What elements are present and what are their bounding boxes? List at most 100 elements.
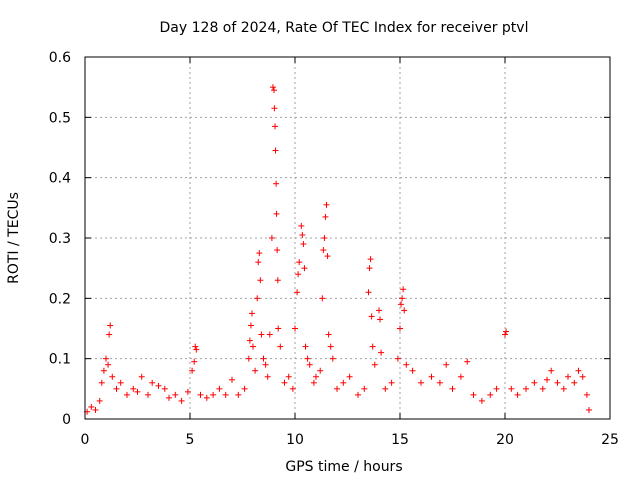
data-point — [149, 379, 156, 386]
data-point — [184, 388, 191, 395]
data-point — [138, 373, 145, 380]
data-point — [106, 331, 113, 338]
data-point — [96, 397, 103, 404]
data-point — [189, 367, 196, 374]
data-point — [436, 379, 443, 386]
data-point — [365, 289, 372, 296]
data-point — [107, 322, 114, 329]
data-point — [272, 123, 279, 130]
data-point — [399, 295, 406, 302]
data-point — [192, 343, 199, 350]
x-tick-label: 25 — [601, 432, 619, 448]
data-point — [325, 331, 332, 338]
data-point — [134, 388, 141, 395]
data-point — [88, 403, 95, 410]
data-point — [245, 355, 252, 362]
data-point — [327, 343, 334, 350]
data-point — [277, 343, 284, 350]
data-point — [266, 331, 273, 338]
y-axis-label: ROTI / TECUs — [6, 192, 22, 284]
x-tick-label: 10 — [286, 432, 304, 448]
data-point — [262, 361, 269, 368]
y-tick-label: 0.5 — [49, 110, 71, 126]
data-point — [124, 391, 130, 398]
data-point — [503, 328, 510, 335]
data-point — [324, 253, 331, 260]
data-point — [100, 367, 107, 374]
data-point — [523, 385, 529, 392]
data-point — [178, 397, 185, 404]
data-point — [130, 385, 137, 392]
data-point — [378, 349, 385, 356]
data-point — [457, 373, 464, 380]
data-point — [502, 331, 508, 338]
data-point — [368, 313, 375, 320]
data-point — [428, 373, 435, 380]
data-point — [548, 367, 555, 374]
y-tick-label: 0.1 — [49, 352, 71, 368]
data-point — [264, 373, 271, 380]
data-point — [310, 379, 317, 386]
data-point — [346, 373, 353, 380]
data-point — [248, 310, 255, 317]
data-point — [193, 346, 200, 353]
data-point — [394, 355, 401, 362]
data-point — [161, 385, 168, 392]
data-point — [418, 379, 424, 386]
data-point — [334, 385, 340, 392]
data-point — [216, 385, 223, 392]
data-point — [166, 394, 172, 401]
data-point — [388, 379, 395, 386]
x-tick-label: 20 — [496, 432, 514, 448]
data-point — [321, 235, 328, 241]
data-point — [397, 325, 403, 332]
data-point — [464, 358, 471, 365]
data-point — [105, 361, 112, 368]
data-point — [197, 391, 204, 398]
data-point — [292, 325, 298, 332]
data-point — [254, 295, 261, 302]
data-point — [298, 222, 305, 229]
data-point — [565, 373, 571, 380]
data-point — [155, 382, 162, 389]
data-point — [113, 385, 120, 392]
data-point — [285, 373, 292, 380]
data-point — [304, 355, 311, 362]
data-point — [449, 385, 456, 392]
data-point — [493, 385, 500, 392]
y-tick-label: 0.2 — [49, 291, 71, 307]
data-point — [250, 343, 256, 350]
x-axis-label: GPS time / hours — [285, 459, 402, 475]
data-point — [246, 337, 253, 344]
data-point — [117, 379, 124, 386]
data-point — [514, 391, 521, 398]
data-point — [172, 391, 179, 398]
data-point — [371, 361, 378, 368]
data-point — [256, 250, 263, 257]
data-point — [300, 241, 307, 248]
data-point — [508, 385, 515, 392]
data-point — [317, 367, 324, 374]
data-point — [271, 105, 278, 112]
data-point — [257, 277, 264, 284]
data-point — [367, 256, 374, 263]
data-point — [382, 385, 389, 392]
data-point — [322, 213, 329, 220]
x-tick-label: 15 — [391, 432, 409, 448]
data-point — [409, 367, 416, 374]
data-point — [301, 265, 308, 272]
axis-ticks — [84, 56, 611, 420]
data-point — [539, 385, 546, 392]
data-point — [369, 343, 376, 350]
data-point — [313, 373, 319, 380]
data-point — [583, 391, 590, 398]
data-point — [443, 361, 450, 368]
data-point — [103, 355, 109, 362]
data-point — [403, 361, 410, 368]
grid-layer — [85, 57, 610, 419]
data-point — [272, 147, 279, 154]
data-point — [260, 355, 267, 362]
data-point — [255, 259, 262, 266]
data-point — [109, 373, 116, 380]
